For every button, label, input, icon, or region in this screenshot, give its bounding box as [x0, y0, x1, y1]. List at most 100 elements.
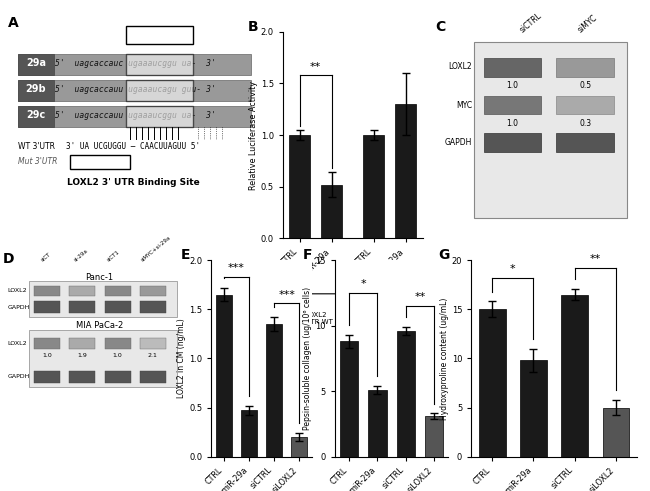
Text: siMYC+si-29a: siMYC+si-29a [140, 235, 172, 262]
Bar [395, 104, 416, 238]
Bar [291, 437, 307, 457]
Bar [321, 185, 342, 238]
Bar [474, 42, 627, 218]
Text: *: * [361, 279, 366, 289]
Bar [556, 96, 614, 114]
Text: LOXL2: LOXL2 [7, 341, 27, 346]
Bar [29, 330, 177, 387]
Text: siCTRL: siCTRL [518, 12, 543, 35]
Bar [18, 54, 251, 75]
Bar [140, 286, 166, 296]
Text: 5'  uagcaccauc ugaaaucggu ua-  3': 5' uagcaccauc ugaaaucggu ua- 3' [55, 59, 216, 68]
Bar [18, 54, 54, 75]
Text: F: F [303, 248, 313, 263]
Bar [369, 390, 387, 457]
Text: 29a: 29a [26, 58, 46, 68]
Bar [34, 301, 60, 313]
Text: siCT: siCT [40, 251, 52, 262]
Text: 5'  uagcaccauu ugaaaucggu ua-  3': 5' uagcaccauu ugaaaucggu ua- 3' [55, 111, 216, 120]
Text: G: G [438, 248, 450, 263]
Text: 5'  uagcaccauu ugaaaucagu guu- 3': 5' uagcaccauu ugaaaucagu guu- 3' [55, 85, 216, 94]
Text: 29c: 29c [26, 110, 46, 120]
Text: MYC: MYC [456, 101, 472, 109]
Text: LOXL2
3'UTR Mut: LOXL2 3'UTR Mut [372, 312, 408, 326]
Bar [70, 286, 96, 296]
Bar [562, 295, 588, 457]
Bar [396, 331, 415, 457]
Bar [289, 135, 310, 238]
Bar [18, 80, 54, 101]
Text: si-29a: si-29a [73, 247, 89, 262]
Bar [484, 133, 541, 152]
Y-axis label: Relative Luciferase Activity: Relative Luciferase Activity [249, 81, 258, 190]
Text: siMYC: siMYC [576, 14, 599, 35]
Text: 0.3: 0.3 [579, 118, 592, 128]
Bar [105, 338, 131, 349]
Bar [363, 135, 384, 238]
Text: 0.5: 0.5 [579, 82, 592, 90]
Bar [484, 57, 541, 77]
Bar [105, 371, 131, 382]
Text: LOXL2
3'UTR WT: LOXL2 3'UTR WT [299, 312, 333, 326]
Text: 3' UA UCGUGGU — CAACUUAGUU 5': 3' UA UCGUGGU — CAACUUAGUU 5' [66, 142, 200, 151]
Bar [18, 80, 251, 101]
Bar [105, 301, 131, 313]
Text: Seed: Seed [145, 28, 174, 38]
Text: LOXL2: LOXL2 [448, 62, 472, 72]
Bar [29, 281, 177, 317]
Text: C: C [436, 20, 446, 33]
Text: siCT1: siCT1 [107, 249, 121, 262]
Bar [340, 341, 358, 457]
Bar [70, 155, 129, 169]
Y-axis label: LOXL2 in CM (ng/mL): LOXL2 in CM (ng/mL) [177, 319, 187, 398]
Text: 1.0: 1.0 [113, 353, 122, 358]
Bar [126, 54, 194, 75]
Bar [126, 80, 194, 101]
Bar [34, 371, 60, 382]
Y-axis label: Hydroxyproline content (ug/mL): Hydroxyproline content (ug/mL) [440, 297, 449, 420]
Text: LOXL2: LOXL2 [7, 288, 27, 293]
Text: **: ** [414, 292, 426, 302]
Text: 2.1: 2.1 [148, 353, 158, 358]
Bar [34, 286, 60, 296]
Text: MIA PaCa-2: MIA PaCa-2 [75, 321, 123, 330]
Text: D: D [3, 252, 14, 266]
Bar [603, 408, 629, 457]
Bar [484, 96, 541, 114]
Bar [140, 371, 166, 382]
Bar [479, 309, 506, 457]
Text: **: ** [310, 62, 321, 72]
Bar [241, 410, 257, 457]
Bar [70, 301, 96, 313]
Text: ***: *** [278, 290, 295, 300]
Bar [520, 360, 547, 457]
Text: **: ** [590, 254, 601, 264]
Y-axis label: Pepsin-soluble collagen (ug/10⁶ cells): Pepsin-soluble collagen (ug/10⁶ cells) [304, 287, 313, 430]
Text: GAPDH: GAPDH [7, 374, 30, 379]
Text: E: E [181, 248, 190, 263]
Bar [70, 371, 96, 382]
Text: GAPDH: GAPDH [445, 138, 472, 147]
Text: 29b: 29b [25, 84, 46, 94]
Text: U UGGAGCU: U UGGAGCU [73, 157, 115, 166]
Text: 1.0: 1.0 [506, 82, 518, 90]
Text: 1.9: 1.9 [77, 353, 87, 358]
Text: Mut 3'UTR: Mut 3'UTR [18, 157, 57, 166]
Text: *: * [510, 264, 515, 274]
Bar [140, 338, 166, 349]
Text: 1.0: 1.0 [42, 353, 52, 358]
Text: GAPDH: GAPDH [7, 305, 30, 310]
Bar [556, 57, 614, 77]
Text: 1.0: 1.0 [506, 118, 518, 128]
Text: Panc-1: Panc-1 [85, 273, 113, 282]
Text: B: B [248, 20, 259, 33]
Text: ***: *** [228, 263, 245, 273]
Bar [18, 106, 54, 127]
Text: LOXL2 3' UTR Binding Site: LOXL2 3' UTR Binding Site [67, 178, 200, 187]
Bar [18, 106, 251, 127]
Bar [556, 133, 614, 152]
Bar [126, 26, 194, 44]
Bar [266, 324, 282, 457]
Bar [70, 338, 96, 349]
Bar [216, 295, 232, 457]
